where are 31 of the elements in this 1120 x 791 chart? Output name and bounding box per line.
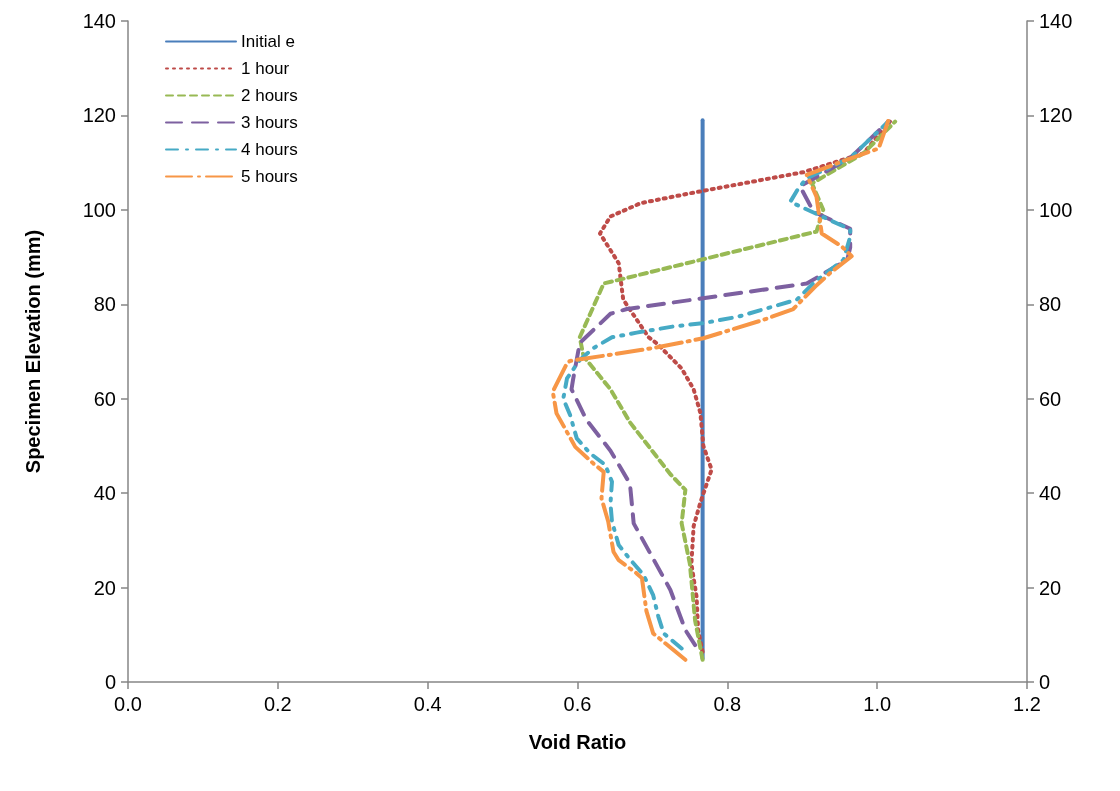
x-tick-label: 0.4 xyxy=(413,693,442,715)
x-tick-label: 1.0 xyxy=(863,693,892,715)
y2-tick-label: 40 xyxy=(1039,482,1062,505)
x-tick-label: 0.8 xyxy=(713,693,742,715)
legend-label: 4 hours xyxy=(241,140,298,159)
y-tick-label: 100 xyxy=(82,198,116,221)
legend-label: 1 hour xyxy=(241,59,290,78)
x-tick-label: 0.6 xyxy=(563,693,592,715)
y-tick-label: 0 xyxy=(104,671,116,693)
y-axis-title: Specimen Elevation (mm) xyxy=(22,229,44,474)
y2-tick-label: 60 xyxy=(1039,387,1062,410)
y-tick-label: 20 xyxy=(93,576,116,599)
y2-tick-label: 140 xyxy=(1039,10,1073,32)
legend-label: 3 hours xyxy=(241,113,298,132)
y2-tick-label: 0 xyxy=(1039,671,1051,693)
y-tick-label: 80 xyxy=(93,293,116,316)
y2-tick-label: 100 xyxy=(1039,198,1073,221)
y2-tick-label: 20 xyxy=(1039,576,1062,599)
y-tick-label: 60 xyxy=(93,387,116,410)
x-axis-title: Void Ratio xyxy=(528,731,627,753)
y2-tick-label: 120 xyxy=(1039,104,1073,127)
y2-tick-label: 80 xyxy=(1039,293,1062,316)
y-tick-label: 120 xyxy=(82,104,116,127)
legend-label: 2 hours xyxy=(241,86,298,105)
y-tick-label: 140 xyxy=(82,10,116,32)
y-tick-label: 40 xyxy=(93,482,116,505)
x-tick-label: 1.2 xyxy=(1013,693,1041,715)
legend-label: 5 hours xyxy=(241,167,298,186)
x-tick-label: 0.0 xyxy=(114,693,142,715)
x-tick-label: 0.2 xyxy=(263,693,292,715)
legend-label: Initial e xyxy=(241,32,295,51)
